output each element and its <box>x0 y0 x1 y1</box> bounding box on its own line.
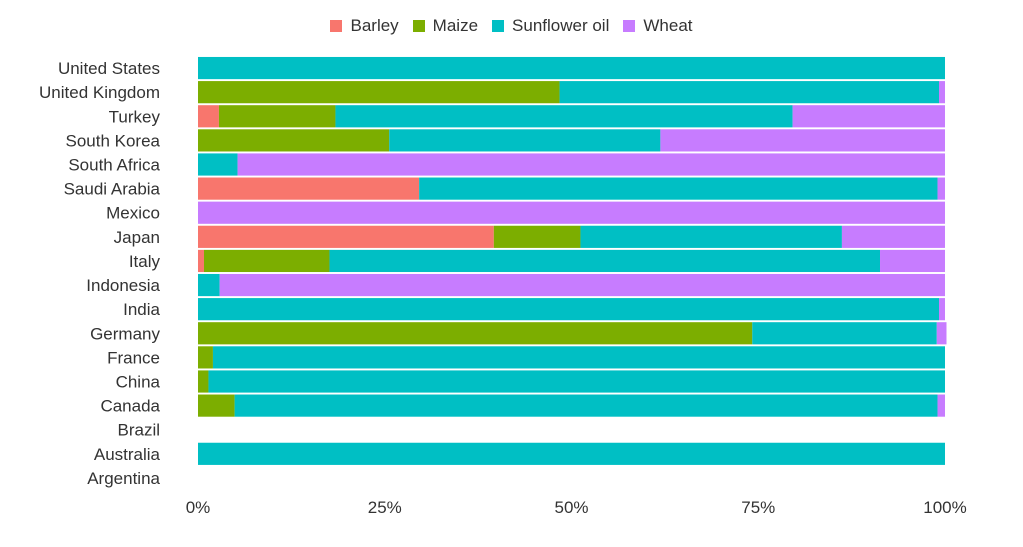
bar-united-kingdom-wheat <box>939 81 945 104</box>
y-tick-label-australia: Australia <box>94 445 161 464</box>
bar-china-maize <box>198 370 209 393</box>
bar-italy-barley <box>198 249 204 273</box>
y-tick-label-turkey: Turkey <box>109 107 161 126</box>
legend-item-barley: Barley <box>330 16 399 36</box>
legend-label-sunflower-oil: Sunflower oil <box>512 16 610 35</box>
bar-saudi-arabia-sunflower-oil <box>419 177 938 200</box>
y-tick-label-france: France <box>107 348 160 367</box>
legend-label-wheat: Wheat <box>643 16 693 35</box>
bar-united-kingdom-maize <box>198 81 560 104</box>
bar-south-africa-wheat <box>237 153 945 176</box>
y-tick-label-united-kingdom: United Kingdom <box>39 83 160 102</box>
bar-turkey-sunflower-oil <box>335 105 793 128</box>
bar-saudi-arabia-wheat <box>937 177 945 200</box>
y-tick-label-mexico: Mexico <box>106 204 160 223</box>
bar-germany-maize <box>198 322 753 345</box>
x-tick-label-3: 75% <box>741 498 775 517</box>
bar-germany-wheat <box>936 322 947 345</box>
bar-united-states-sunflower-oil <box>198 56 945 80</box>
bar-south-korea-maize <box>198 129 390 152</box>
bar-italy-wheat <box>880 249 945 273</box>
bar-china-sunflower-oil <box>208 370 945 393</box>
x-tick-label-0: 0% <box>186 498 211 517</box>
y-tick-label-canada: Canada <box>100 397 160 416</box>
bar-south-africa-sunflower-oil <box>198 153 238 176</box>
y-tick-label-italy: Italy <box>129 252 161 271</box>
legend-swatch-barley <box>330 20 343 32</box>
x-tick-label-4: 100% <box>923 498 966 517</box>
bar-indonesia-wheat <box>219 273 946 297</box>
bar-australia-sunflower-oil <box>198 442 945 465</box>
bar-united-kingdom-sunflower-oil <box>559 81 940 104</box>
bar-india-wheat <box>939 298 945 321</box>
legend-swatch-wheat <box>623 20 636 32</box>
legend-swatch-maize <box>412 20 425 32</box>
bar-south-korea-wheat <box>660 129 945 152</box>
y-tick-label-united-states: United States <box>58 59 160 78</box>
bar-italy-sunflower-oil <box>329 249 881 273</box>
y-tick-label-brazil: Brazil <box>117 421 160 440</box>
y-tick-label-japan: Japan <box>114 228 160 247</box>
y-tick-label-south-africa: South Africa <box>68 156 160 175</box>
x-tick-label-2: 50% <box>554 498 588 517</box>
bar-saudi-arabia-barley <box>198 177 420 200</box>
bar-canada-wheat <box>937 394 945 417</box>
bar-turkey-wheat <box>792 105 945 128</box>
y-tick-label-indonesia: Indonesia <box>86 276 160 295</box>
bar-france-sunflower-oil <box>212 346 945 369</box>
bar-france-maize <box>198 346 213 369</box>
legend-item-sunflower-oil: Sunflower oil <box>492 16 609 36</box>
legend-label-maize: Maize <box>432 16 479 35</box>
bar-canada-sunflower-oil <box>234 394 938 417</box>
y-tick-label-saudi-arabia: Saudi Arabia <box>64 180 161 199</box>
bar-italy-maize <box>203 249 330 273</box>
y-tick-label-germany: Germany <box>90 324 160 343</box>
legend-label-barley: Barley <box>350 16 399 35</box>
bar-japan-wheat <box>841 225 945 248</box>
y-tick-label-india: India <box>123 300 160 319</box>
y-tick-label-china: China <box>116 373 161 392</box>
legend-item-maize: Maize <box>412 16 479 36</box>
legend-item-wheat: Wheat <box>623 16 693 36</box>
bar-india-sunflower-oil <box>198 298 940 321</box>
bar-turkey-maize <box>218 105 336 128</box>
y-tick-label-south-korea: South Korea <box>65 131 160 150</box>
bar-germany-sunflower-oil <box>752 322 937 345</box>
bar-south-korea-sunflower-oil <box>389 129 661 152</box>
bar-canada-maize <box>198 394 235 417</box>
bar-japan-sunflower-oil <box>580 225 842 248</box>
bar-indonesia-sunflower-oil <box>198 273 220 297</box>
x-tick-label-1: 25% <box>368 498 402 517</box>
legend-swatch-sunflower-oil <box>492 20 505 32</box>
bar-mexico-wheat <box>198 201 945 224</box>
bar-japan-barley <box>198 225 494 248</box>
y-tick-label-argentina: Argentina <box>87 469 160 488</box>
legend: Barley Maize Sunflower oil Wheat <box>0 16 1023 36</box>
bar-japan-maize <box>493 225 581 248</box>
bar-turkey-barley <box>198 105 219 128</box>
